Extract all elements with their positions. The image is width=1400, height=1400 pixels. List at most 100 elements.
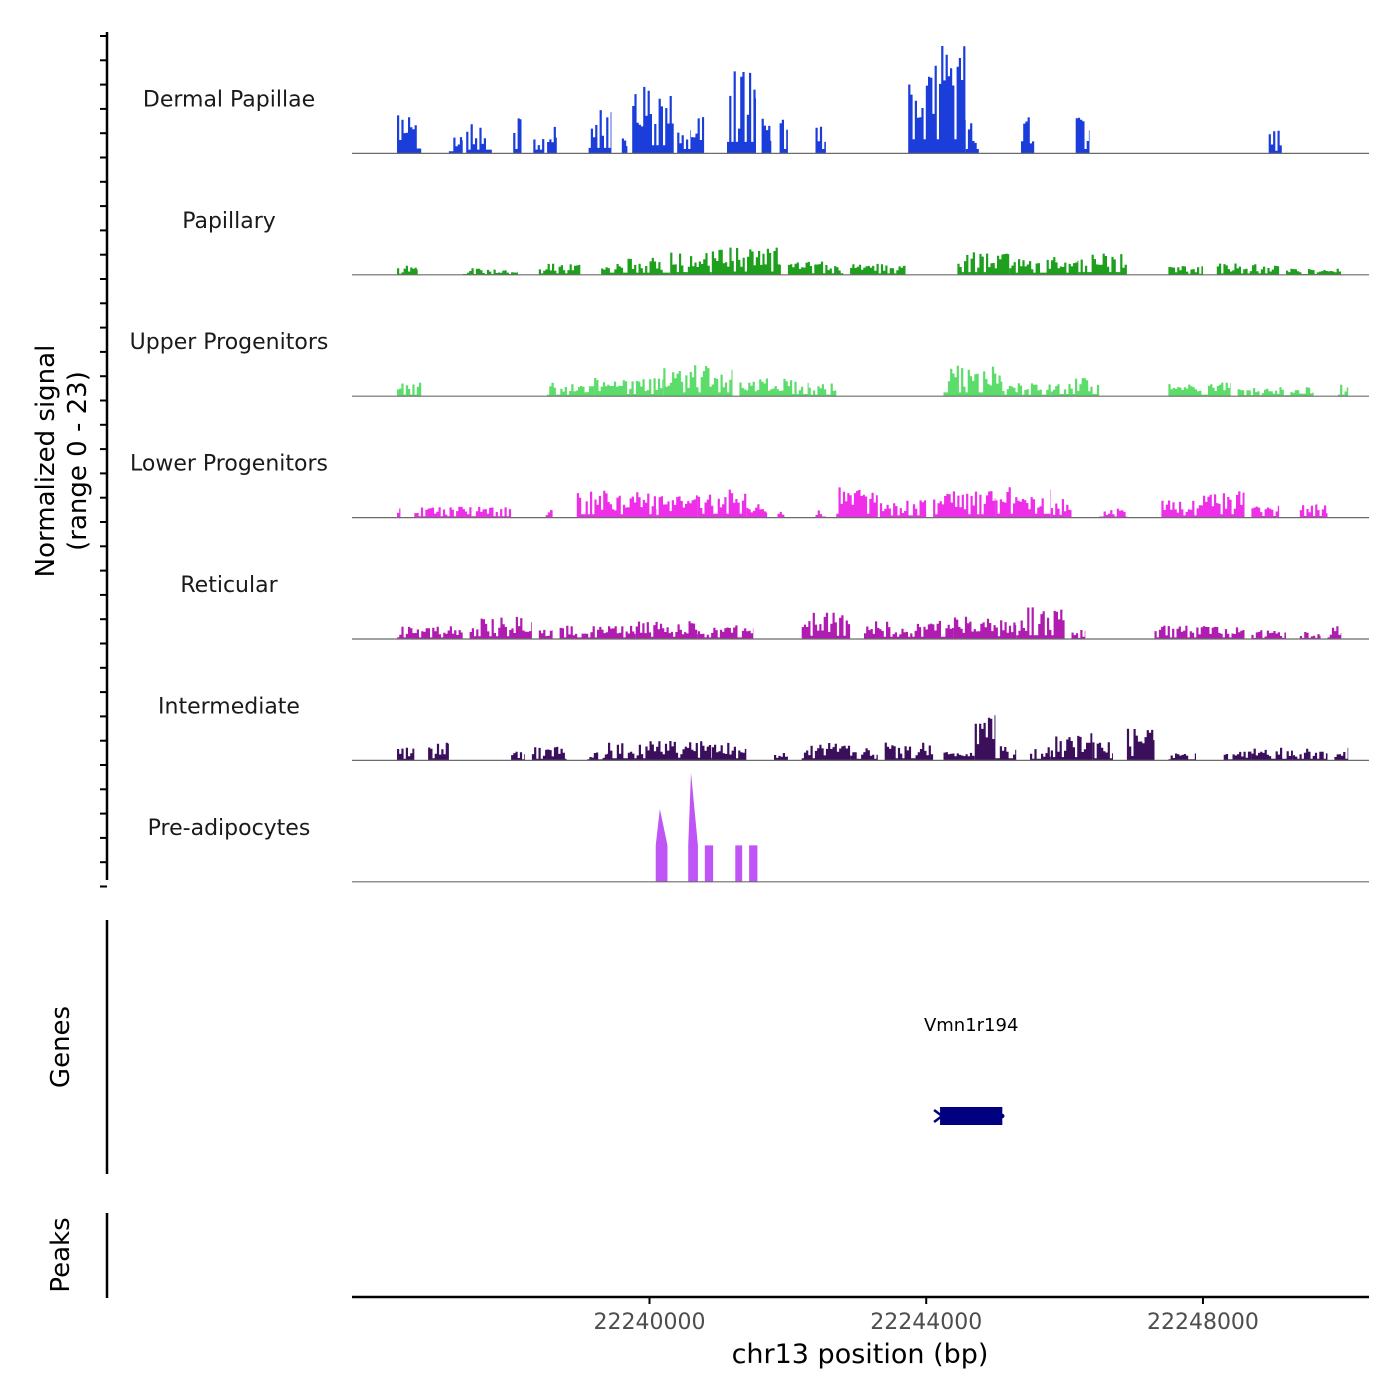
- signal-peak: [974, 715, 996, 761]
- signal-peak: [1009, 257, 1079, 275]
- signal-track: Lower Progenitors: [130, 452, 1369, 519]
- signal-spike: [749, 845, 758, 882]
- signal-peak: [711, 247, 781, 275]
- signal-peak: [1078, 253, 1127, 275]
- signal-peak: [1099, 508, 1127, 518]
- track-label: Papillary: [182, 209, 276, 234]
- signal-peak: [1016, 607, 1065, 639]
- signal-peak: [635, 621, 698, 639]
- track-label: Intermediate: [158, 694, 300, 719]
- signal-peak: [864, 620, 954, 639]
- peaks-label: Peaks: [46, 1217, 76, 1292]
- signal-peak: [1002, 383, 1051, 397]
- signal-peak: [621, 138, 628, 154]
- signal-peak: [850, 263, 906, 275]
- y-axis-label-line2: (range 0 - 23): [63, 371, 93, 551]
- signal-peak: [1168, 753, 1196, 761]
- signal-peak: [1251, 505, 1280, 518]
- signal-peak: [547, 126, 557, 154]
- signal-peak: [448, 137, 463, 154]
- x-tick-label: 22244000: [870, 1310, 982, 1335]
- signal-peak: [815, 510, 826, 518]
- signal-spike: [735, 845, 743, 882]
- signal-peak: [1286, 268, 1342, 275]
- signal-peak: [761, 118, 772, 154]
- signal-peak: [632, 86, 674, 154]
- signal-peak: [1050, 733, 1093, 761]
- track-label: Reticular: [180, 573, 278, 598]
- x-axis: 22240000 22244000 22248000: [352, 1295, 1369, 1335]
- signal-peak: [533, 123, 545, 154]
- signal-peak: [1030, 747, 1051, 761]
- signal-peak: [943, 752, 975, 761]
- signal-peak: [670, 252, 712, 275]
- signal-track: Pre-adipocytes: [148, 772, 1369, 883]
- x-axis-ticks: 22240000 22244000 22248000: [593, 1297, 1259, 1335]
- signal-peak: [995, 746, 1017, 761]
- signal-peak: [1299, 504, 1328, 518]
- signal-peak: [1203, 491, 1245, 518]
- track-label: Pre-adipocytes: [148, 816, 311, 841]
- signal-peak: [1223, 751, 1252, 761]
- signal-peak: [1075, 117, 1090, 154]
- signal-peak: [933, 491, 996, 518]
- signal-peak: [727, 71, 756, 154]
- signal-peak: [656, 495, 698, 518]
- signal-peak: [397, 382, 422, 397]
- signal-peak: [1050, 378, 1100, 397]
- signal-peak: [965, 123, 979, 154]
- y-axis-label-line1: Normalized signal: [31, 345, 61, 578]
- signal-peak: [697, 489, 747, 518]
- signal-peak: [601, 257, 671, 275]
- signal-peak: [1092, 742, 1113, 761]
- signal-peak: [1251, 630, 1286, 639]
- signal-peak: [1168, 382, 1231, 397]
- signal-peak: [801, 743, 851, 761]
- track-label: Lower Progenitors: [130, 452, 328, 477]
- signal-peak: [697, 625, 754, 639]
- signal-peak: [739, 378, 809, 397]
- signal-peak: [545, 509, 553, 518]
- signal-peak: [943, 365, 1003, 397]
- signal-peak: [808, 383, 837, 397]
- signal-peak: [414, 506, 512, 518]
- signal-track: Intermediate: [158, 694, 1369, 762]
- signal-peak: [559, 625, 636, 639]
- signal-peak: [801, 612, 851, 639]
- signal-peak: [957, 252, 1010, 275]
- signal-peak: [836, 487, 878, 518]
- signal-peak: [1161, 500, 1203, 518]
- signal-spike: [655, 808, 668, 882]
- signal-peak: [397, 115, 422, 154]
- gene-body: [940, 1107, 1003, 1125]
- signal-peak: [1299, 632, 1321, 639]
- signal-peak: [1050, 499, 1072, 518]
- signal-track: Papillary: [182, 209, 1369, 276]
- signal-peak: [908, 46, 966, 154]
- signal-peak: [746, 504, 768, 518]
- gene-annotations: Vmn1r194: [924, 1015, 1018, 1125]
- x-tick-label: 22240000: [593, 1310, 705, 1335]
- signal-peak: [511, 751, 525, 761]
- x-axis-label: chr13 position (bp): [732, 1339, 989, 1370]
- gene-label: Vmn1r194: [924, 1015, 1018, 1036]
- signal-peak: [462, 268, 518, 275]
- signal-peak: [1126, 728, 1155, 761]
- signal-peak: [576, 490, 657, 518]
- signal-y-axis-ticks: [100, 35, 107, 888]
- signal-track: Upper Progenitors: [130, 330, 1369, 397]
- signal-peak: [649, 741, 712, 761]
- signal-peak: [469, 616, 532, 639]
- signal-peak: [777, 511, 785, 518]
- signal-y-axis: [100, 32, 109, 888]
- signal-track: Dermal Papillae: [143, 46, 1369, 154]
- signal-peak: [428, 742, 449, 761]
- signal-peak: [815, 126, 826, 154]
- track-label: Dermal Papillae: [143, 87, 315, 112]
- signal-peak: [1168, 266, 1203, 275]
- signal-peak: [547, 382, 595, 397]
- signal-peak: [1327, 626, 1342, 639]
- signal-peak: [538, 629, 553, 639]
- signal-peak: [884, 742, 934, 761]
